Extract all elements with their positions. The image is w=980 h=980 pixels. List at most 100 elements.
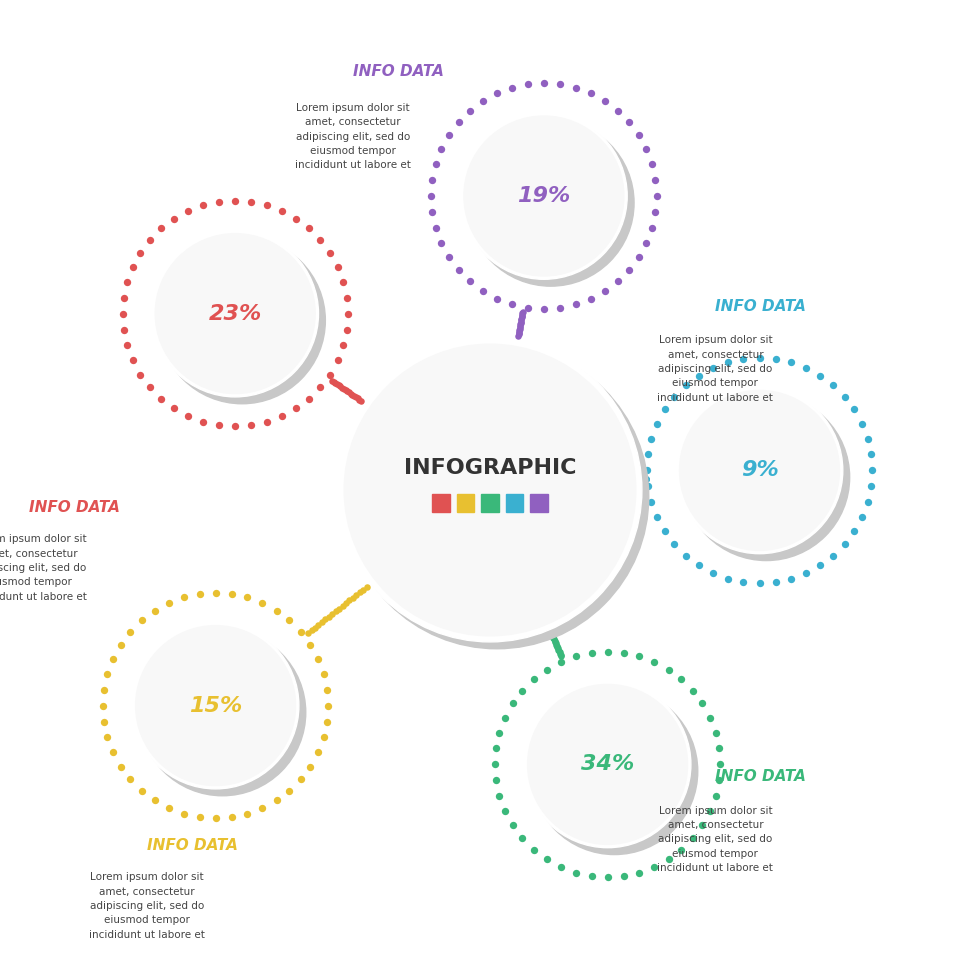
Point <box>799 360 814 375</box>
Point <box>349 587 365 603</box>
Point <box>649 416 664 431</box>
Point <box>863 447 879 463</box>
Point <box>678 377 694 393</box>
Point <box>685 683 701 699</box>
Point <box>526 842 542 858</box>
Text: Lorem ipsum dolor sit
amet, consectetur
adipiscing elit, sed do
eiusmod tempor
i: Lorem ipsum dolor sit amet, consectetur … <box>295 103 411 171</box>
Point <box>636 471 652 487</box>
Point <box>638 470 654 486</box>
Point <box>167 401 182 416</box>
Point <box>647 654 662 669</box>
Circle shape <box>344 344 636 636</box>
Point <box>120 274 135 290</box>
Point <box>330 353 346 368</box>
Point <box>142 232 158 248</box>
Point <box>639 463 655 478</box>
Point <box>154 220 170 236</box>
Point <box>855 416 870 431</box>
Point <box>212 417 227 433</box>
Point <box>346 388 362 404</box>
Point <box>514 314 529 329</box>
Point <box>335 337 351 353</box>
Point <box>536 301 552 317</box>
Point <box>549 638 564 654</box>
Point <box>837 536 853 552</box>
Circle shape <box>467 120 634 286</box>
Point <box>513 317 528 332</box>
Point <box>303 759 318 774</box>
Point <box>142 379 158 395</box>
Point <box>847 523 862 539</box>
Point <box>116 321 131 337</box>
Point <box>196 198 212 214</box>
Point <box>634 471 650 487</box>
Point <box>825 377 841 393</box>
Point <box>752 575 767 591</box>
Point <box>475 93 491 109</box>
Point <box>631 127 647 143</box>
Point <box>767 351 783 367</box>
Text: Lorem ipsum dolor sit
amet, consectetur
adipiscing elit, sed do
eiusmod tempor
i: Lorem ipsum dolor sit amet, consectetur … <box>89 872 205 940</box>
Point <box>847 402 862 417</box>
Point <box>639 141 655 157</box>
Circle shape <box>461 113 627 279</box>
Bar <box>530 494 548 512</box>
Text: 15%: 15% <box>189 696 242 715</box>
Point <box>512 319 527 335</box>
Point <box>339 290 355 306</box>
Point <box>621 115 637 130</box>
Point <box>316 729 331 745</box>
Point <box>274 203 290 219</box>
Point <box>180 409 196 424</box>
Point <box>767 574 783 590</box>
Point <box>673 842 689 858</box>
Point <box>328 604 344 619</box>
Point <box>161 801 176 816</box>
Point <box>331 601 347 616</box>
Point <box>269 603 284 618</box>
Point <box>553 859 568 875</box>
Point <box>673 671 689 687</box>
Point <box>147 603 163 618</box>
Point <box>567 80 583 96</box>
Point <box>647 859 662 875</box>
Point <box>338 595 354 611</box>
Text: 34%: 34% <box>581 755 634 774</box>
Circle shape <box>139 629 306 796</box>
Point <box>512 323 527 339</box>
Point <box>539 662 555 677</box>
Point <box>547 634 563 650</box>
Point <box>545 627 561 643</box>
Circle shape <box>527 684 688 845</box>
Point <box>488 741 504 757</box>
Circle shape <box>524 681 691 848</box>
Circle shape <box>345 345 649 649</box>
Circle shape <box>464 116 624 276</box>
Point <box>352 392 368 408</box>
Point <box>666 389 682 405</box>
Point <box>307 619 322 635</box>
Point <box>451 115 466 130</box>
Point <box>552 76 567 92</box>
Text: INFO DATA: INFO DATA <box>353 64 444 78</box>
Point <box>433 235 449 251</box>
Point <box>359 579 374 595</box>
Point <box>703 804 718 819</box>
Point <box>424 172 440 188</box>
Point <box>132 367 148 382</box>
Point <box>116 290 131 306</box>
Point <box>324 372 340 388</box>
Point <box>549 637 564 653</box>
Point <box>505 296 520 312</box>
Text: 9%: 9% <box>741 461 778 480</box>
Point <box>223 586 239 602</box>
Point <box>176 590 192 606</box>
Bar <box>506 494 523 512</box>
Point <box>428 157 444 172</box>
Point <box>488 772 504 788</box>
Point <box>514 308 530 323</box>
Point <box>327 375 343 391</box>
Point <box>583 291 599 307</box>
Point <box>259 198 274 214</box>
Point <box>269 793 284 808</box>
